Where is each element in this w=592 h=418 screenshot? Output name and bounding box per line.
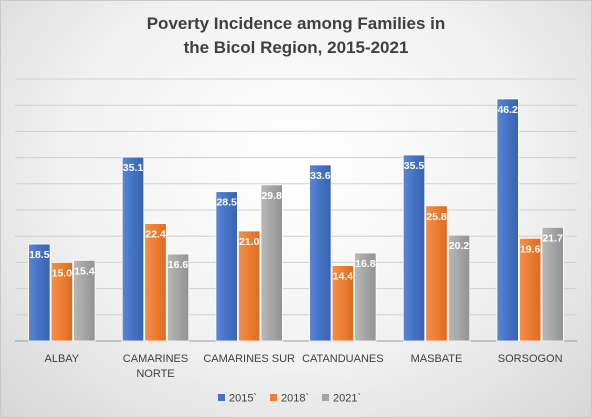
data-label: 18.5 (29, 249, 50, 261)
data-label: 14.4 (333, 271, 354, 283)
bar-2021-0 (73, 259, 96, 342)
bar-2015-5 (496, 98, 519, 342)
bar-2015-3 (309, 164, 332, 342)
category-label: CAMARINES NORTE (123, 353, 188, 380)
category-label: SORSOGON (498, 353, 563, 365)
legend-swatch (218, 394, 225, 401)
data-label: 15.4 (74, 265, 95, 277)
data-label: 21.7 (542, 232, 563, 244)
data-label: 19.6 (520, 243, 541, 255)
data-label: 35.5 (404, 160, 425, 172)
legend-swatch (270, 394, 277, 401)
legend-swatch (322, 394, 329, 401)
category-label: CAMARINES SUR (203, 353, 295, 365)
category-label: MASBATE (411, 353, 463, 365)
bar-2018-5 (519, 237, 542, 342)
category-label: CATANDUANES (302, 353, 384, 365)
data-label: 21.0 (239, 236, 260, 248)
chart-title-line-1: Poverty Incidence among Families in (147, 14, 446, 33)
bar-2015-0 (28, 243, 51, 342)
bar-2018-2 (238, 230, 261, 342)
bar-2018-4 (425, 205, 448, 342)
category-label: ALBAY (45, 353, 80, 365)
chart-title-line-2: the Bicol Region, 2015-2021 (184, 38, 409, 57)
data-label: 46.2 (497, 104, 518, 116)
bar-2021-5 (541, 226, 564, 342)
bar-2015-4 (402, 154, 426, 342)
data-label: 29.8 (261, 190, 282, 202)
data-label: 20.2 (449, 240, 470, 252)
bar-2018-3 (331, 265, 354, 342)
data-label: 28.5 (216, 197, 237, 209)
bar-2021-1 (166, 253, 190, 342)
bar-2018-1 (144, 223, 167, 342)
legend-label: 2015` (229, 393, 257, 405)
bar-2018-0 (50, 261, 73, 342)
data-label: 16.8 (355, 258, 376, 270)
bar-2015-1 (121, 156, 145, 342)
data-label: 22.4 (145, 229, 166, 241)
bar-2015-2 (215, 191, 238, 342)
legend-label: 2021` (333, 393, 361, 405)
bar-2021-4 (447, 234, 471, 342)
legend-label: 2018` (281, 393, 309, 405)
data-label: 25.8 (426, 211, 447, 223)
bar-2021-3 (354, 252, 377, 342)
bar-2021-2 (260, 184, 283, 342)
data-label: 35.1 (123, 162, 144, 174)
data-label: 33.6 (310, 170, 331, 182)
data-label: 15.0 (52, 267, 73, 279)
data-label: 16.6 (168, 259, 189, 271)
